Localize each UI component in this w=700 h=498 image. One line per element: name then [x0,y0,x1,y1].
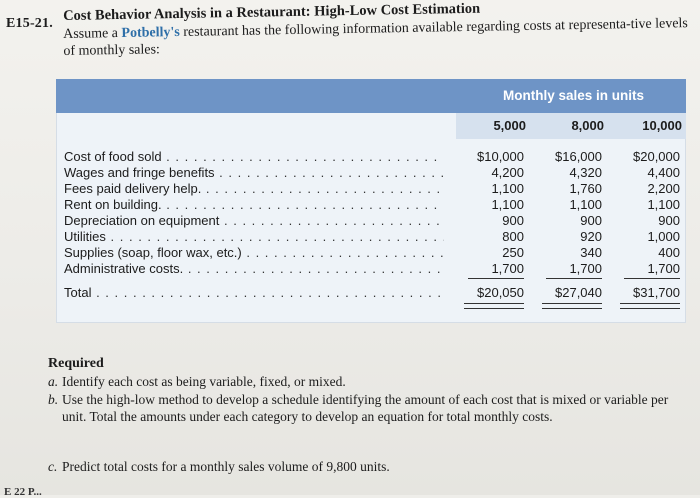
required-item-letter: a. [48,374,59,389]
cost-value: 900 [502,213,524,228]
cost-value: 1,100 [491,181,524,196]
table-row: Wages and fringe benefits . . . . . . . … [56,165,686,181]
brand-name: Potbelly's [121,24,180,41]
table-row: Supplies (soap, floor wax, etc.) . . . .… [56,245,686,261]
units-col-3: 10,000 [642,118,682,133]
table-row: Fees paid delivery help. . . . . . . . .… [56,181,686,197]
required-item: c. Predict total costs for a monthly sale… [48,458,688,475]
cost-table: Monthly sales in units 5,000 8,000 10,00… [56,79,686,323]
total-double-rule [464,303,524,309]
cost-value: 900 [658,213,680,228]
leader-dots: . . . . . . . . . . . . . . . . . . . . … [205,181,444,196]
required-item-text: Use the high-low method to develop a sch… [62,392,669,424]
required-item: a. Identify each cost as being variable, … [48,373,688,390]
sum-rule [624,278,680,279]
cost-value: $16,000 [555,149,602,164]
leader-dots: . . . . . . . . . . . . . . . . . . . . … [187,261,444,276]
table-header-label: Monthly sales in units [503,88,645,103]
cost-item-label: Fees paid delivery help. . . . . . . . .… [64,181,444,197]
cost-value: 1,700 [569,261,602,276]
intro-text-start: Assume a [63,25,122,42]
cost-item-name: Fees paid delivery help. [64,181,202,196]
cost-value: 4,200 [491,165,524,180]
cost-value: 250 [502,245,524,260]
cost-item-name: Total [64,285,92,300]
cost-value: 4,400 [647,165,680,180]
cost-value: 400 [658,245,680,260]
total-double-rule [542,303,602,309]
cost-value: 900 [580,213,602,228]
cost-item-label: Wages and fringe benefits . . . . . . . … [64,165,444,181]
cost-value: $27,040 [555,285,602,300]
leader-dots: . . . . . . . . . . . . . . . . . . . . … [91,285,444,300]
units-col-2: 8,000 [571,118,604,133]
required-heading: Required [48,356,104,371]
required-item-letter: c. [48,459,58,474]
cost-value: 1,100 [569,197,602,212]
cost-value: 800 [502,229,524,244]
cost-item-label: Depreciation on equipment . . . . . . . … [64,213,444,229]
cost-item-label: Administrative costs. . . . . . . . . . … [64,261,444,277]
cost-item-label: Supplies (soap, floor wax, etc.) . . . .… [64,245,444,261]
sum-rule [468,278,524,279]
cost-value: 920 [580,229,602,244]
cost-value: 4,320 [569,165,602,180]
cost-item-name: Cost of food sold [64,149,162,164]
table-row: Utilities . . . . . . . . . . . . . . . … [56,229,686,245]
units-col-1: 5,000 [493,118,526,133]
cost-item-name: Supplies (soap, floor wax, etc.) [64,245,242,260]
cost-value: 2,200 [647,181,680,196]
leader-dots: . . . . . . . . . . . . . . . . . . . . … [224,213,444,228]
leader-dots: . . . . . . . . . . . . . . . . . . . . … [105,229,444,244]
total-double-rule [620,303,680,309]
cost-value: 1,760 [569,181,602,196]
cost-value: $31,700 [633,285,680,300]
units-header-row: 5,000 8,000 10,000 [456,113,686,139]
table-row: Rent on building. . . . . . . . . . . . … [56,197,686,213]
cost-item-label: Rent on building. . . . . . . . . . . . … [64,197,444,213]
leader-dots: . . . . . . . . . . . . . . . . . . . . … [166,149,444,164]
required-item: b. Use the high-low method to develop a s… [48,391,688,425]
required-item-text: Predict total costs for a monthly sales … [62,459,390,474]
cost-item-label: Total . . . . . . . . . . . . . . . . . … [64,285,444,301]
cost-value: 1,100 [647,197,680,212]
cost-value: $20,050 [477,285,524,300]
cost-value: 1,700 [647,261,680,276]
required-item-letter: b. [48,392,59,407]
table-total-row: Total . . . . . . . . . . . . . . . . . … [56,285,686,301]
required-item-text: Identify each cost as being variable, fi… [62,374,346,389]
cost-item-label: Utilities . . . . . . . . . . . . . . . … [64,229,444,245]
cost-value: $20,000 [633,149,680,164]
sum-rule [546,278,602,279]
table-row: Cost of food sold . . . . . . . . . . . … [56,149,686,165]
cost-value: 1,700 [491,261,524,276]
cost-item-name: Utilities [64,229,106,244]
leader-dots: . . . . . . . . . . . . . . . . . . . . … [246,245,444,260]
leader-dots: . . . . . . . . . . . . . . . . . . . . … [166,197,444,212]
cost-item-name: Wages and fringe benefits [64,165,215,180]
cost-value: 1,100 [491,197,524,212]
table-row: Administrative costs. . . . . . . . . . … [56,261,686,277]
cost-value: $10,000 [477,149,524,164]
cost-item-name: Depreciation on equipment [64,213,220,228]
table-header-bar: Monthly sales in units [56,79,686,113]
cost-item-label: Cost of food sold . . . . . . . . . . . … [64,149,444,165]
cost-item-name: Rent on building. [64,197,162,212]
cost-value: 340 [580,245,602,260]
cost-item-name: Administrative costs. [64,261,184,276]
table-row: Depreciation on equipment . . . . . . . … [56,213,686,229]
leader-dots: . . . . . . . . . . . . . . . . . . . . … [219,165,444,180]
problem-number: E15-21. [6,16,53,31]
cost-value: 1,000 [647,229,680,244]
next-problem-fragment: E 22 P... [4,486,42,498]
